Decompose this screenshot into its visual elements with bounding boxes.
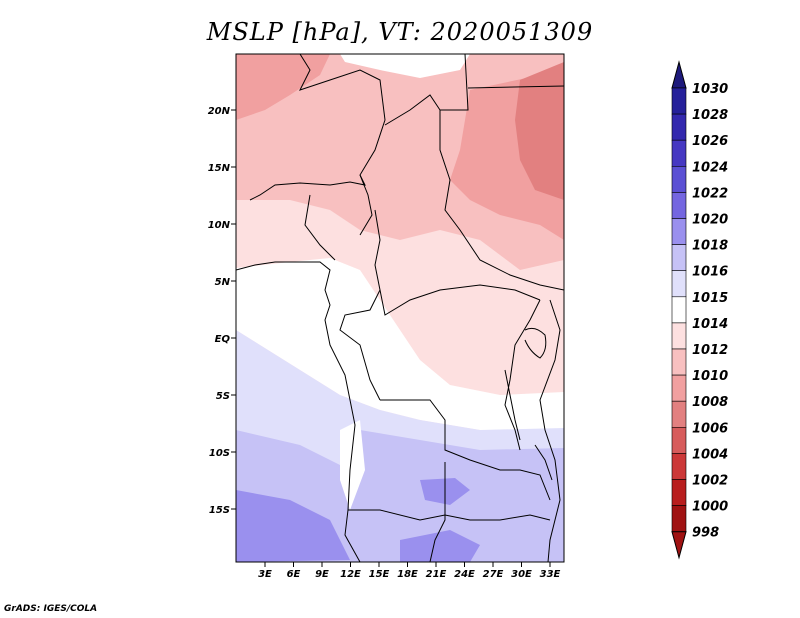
colorbar-label: 1020 <box>692 213 728 228</box>
colorbar-label: 1006 <box>692 421 728 436</box>
colorbar-label: 1024 <box>692 160 728 175</box>
footer-credit: GrADS: IGES/COLA <box>4 604 98 614</box>
colorbar-segment <box>671 453 687 480</box>
lat-label: 15S <box>209 505 230 516</box>
colorbar-label: 1012 <box>692 343 728 358</box>
colorbar-segment <box>671 505 687 533</box>
colorbar-segment <box>671 296 687 324</box>
lon-label: 3E <box>258 569 272 580</box>
lon-label: 30E <box>511 569 532 580</box>
colorbar-segment <box>671 374 687 402</box>
border-east-coast <box>539 299 561 562</box>
colorbar-label: 1018 <box>692 239 728 254</box>
colorbar-segment <box>671 139 687 167</box>
lon-label: 27E <box>483 569 504 580</box>
border-east <box>504 299 541 451</box>
colorbar-label: 1015 <box>692 291 728 306</box>
lat-label: 5N <box>215 277 231 288</box>
lon-label: 33E <box>540 569 561 580</box>
border-drc-zambia <box>380 399 551 501</box>
colorbar-segment <box>671 192 687 219</box>
field-1008-northwest <box>236 54 330 120</box>
lat-label: 10S <box>209 448 230 459</box>
field-1006-northeast <box>515 62 564 200</box>
colorbar-label: 998 <box>692 526 719 541</box>
field-1018-southeast <box>400 530 480 562</box>
field-1014-equatorial <box>236 258 564 432</box>
lat-label: 5S <box>216 391 230 402</box>
colorbar-label: 1008 <box>692 395 728 410</box>
coastline-west <box>236 261 361 562</box>
colorbar-label: 1000 <box>692 500 728 515</box>
border-egypt-sudan <box>467 85 564 89</box>
lake-tanganyika <box>504 369 521 441</box>
colorbar-label: 1004 <box>692 447 728 462</box>
lon-label: 18E <box>397 569 418 580</box>
colorbar-segment <box>671 218 687 245</box>
border-nigeria <box>304 194 336 261</box>
colorbar-label: 1016 <box>692 265 728 280</box>
colorbar-bottom-arrow <box>671 531 687 560</box>
longitude-axis: 3E 6E 9E 12E 15E 18E 21E 24E 27E 30E 33E <box>258 562 561 580</box>
border-sahel <box>249 54 386 201</box>
colorbar-segment <box>671 270 687 298</box>
map-title: MSLP [hPa], VT: 2020051309 <box>206 18 594 46</box>
lon-label: 6E <box>287 569 301 580</box>
lake-victoria <box>524 327 547 359</box>
map-frame <box>235 53 565 563</box>
colorbar-label: 1022 <box>692 186 728 201</box>
lon-label: 12E <box>340 569 361 580</box>
colorbar-label: 1030 <box>692 82 728 97</box>
colorbar-segment <box>671 166 687 193</box>
border-angola-namibia <box>348 509 551 521</box>
colorbar-segment <box>671 479 687 506</box>
border-car <box>374 209 541 316</box>
field-1018-southwest <box>236 490 350 562</box>
colorbar: 1030 1028 1026 1024 1022 1020 1018 1016 1015 1014… <box>671 60 728 560</box>
colorbar-segment <box>671 87 687 115</box>
colorbar-segment <box>671 348 687 376</box>
lon-label: 21E <box>426 569 447 580</box>
lat-label: 15N <box>208 163 231 174</box>
colorbar-label: 1014 <box>692 317 728 332</box>
latitude-axis: 20N 15N 10N 5N EQ 5S 10S 15S <box>208 106 236 516</box>
boundaries <box>236 54 564 562</box>
colorbar-label: 1028 <box>692 108 728 123</box>
colorbar-segment <box>671 244 687 272</box>
pressure-field <box>236 54 564 562</box>
lat-label: EQ <box>215 334 231 345</box>
colorbar-segment <box>671 322 687 350</box>
colorbar-top-arrow <box>671 60 687 89</box>
colorbar-segment <box>671 426 687 454</box>
colorbar-label: 1002 <box>692 474 728 489</box>
field-1014-north <box>340 54 470 78</box>
colorbar-label: 1026 <box>692 134 728 149</box>
colorbar-segment <box>671 113 687 141</box>
lake-malawi <box>534 444 553 481</box>
border-lake-chad <box>359 174 373 236</box>
colorbar-label: 1010 <box>692 369 728 384</box>
border-chad-sudan <box>439 110 564 291</box>
lon-label: 24E <box>454 569 475 580</box>
lon-label: 15E <box>369 569 390 580</box>
lon-label: 9E <box>315 569 329 580</box>
border-congo <box>339 289 381 401</box>
field-1014-coastal <box>340 420 365 510</box>
colorbar-segment <box>671 400 687 428</box>
lat-label: 20N <box>208 106 231 117</box>
border-zambia <box>429 462 446 562</box>
lat-label: 10N <box>208 220 231 231</box>
